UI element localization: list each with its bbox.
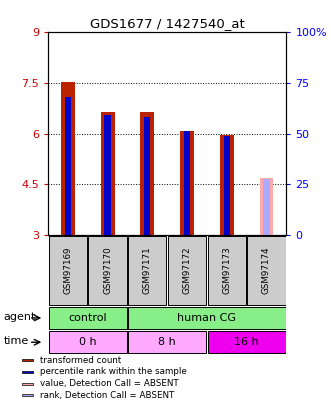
- Bar: [220, 134, 234, 235]
- Bar: [180, 131, 194, 235]
- Bar: [49, 236, 87, 305]
- Bar: [128, 331, 206, 353]
- Bar: [22, 359, 33, 361]
- Text: control: control: [69, 313, 107, 323]
- Text: GSM97170: GSM97170: [103, 247, 112, 294]
- Bar: [184, 131, 190, 235]
- Text: time: time: [4, 336, 29, 346]
- Text: GSM97174: GSM97174: [262, 247, 271, 294]
- Bar: [49, 331, 127, 353]
- Bar: [22, 383, 33, 385]
- Bar: [128, 236, 166, 305]
- Text: human CG: human CG: [177, 313, 236, 323]
- Bar: [263, 179, 269, 235]
- Text: GSM97171: GSM97171: [143, 247, 152, 294]
- Text: 16 h: 16 h: [234, 337, 259, 347]
- Bar: [88, 236, 127, 305]
- Text: value, Detection Call = ABSENT: value, Detection Call = ABSENT: [40, 379, 179, 388]
- Bar: [61, 82, 75, 235]
- Bar: [224, 136, 230, 235]
- Bar: [247, 236, 286, 305]
- Bar: [105, 115, 111, 235]
- Text: transformed count: transformed count: [40, 356, 121, 364]
- Text: GSM97169: GSM97169: [63, 247, 72, 294]
- Bar: [22, 394, 33, 396]
- Text: GSM97172: GSM97172: [182, 247, 192, 294]
- Title: GDS1677 / 1427540_at: GDS1677 / 1427540_at: [90, 17, 245, 30]
- Bar: [208, 236, 246, 305]
- Bar: [49, 307, 127, 329]
- Text: 0 h: 0 h: [79, 337, 97, 347]
- Bar: [140, 112, 154, 235]
- Bar: [168, 236, 206, 305]
- Bar: [208, 331, 286, 353]
- Text: GSM97173: GSM97173: [222, 247, 231, 294]
- Bar: [144, 117, 150, 235]
- Bar: [22, 371, 33, 373]
- Bar: [128, 307, 286, 329]
- Bar: [65, 96, 71, 235]
- Bar: [101, 112, 115, 235]
- Text: agent: agent: [4, 312, 36, 322]
- Text: rank, Detection Call = ABSENT: rank, Detection Call = ABSENT: [40, 391, 174, 400]
- Bar: [260, 178, 273, 235]
- Text: percentile rank within the sample: percentile rank within the sample: [40, 367, 187, 376]
- Text: 8 h: 8 h: [158, 337, 176, 347]
